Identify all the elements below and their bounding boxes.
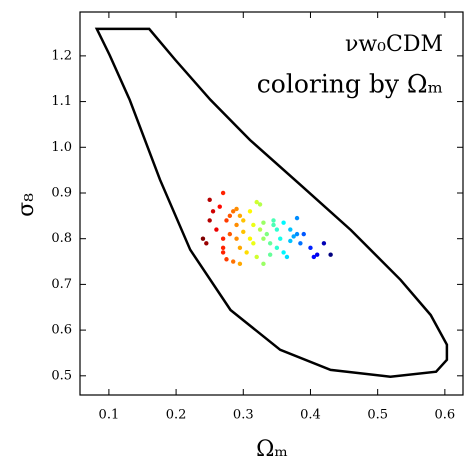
point [321,241,327,246]
x-axis-label: Ωₘ [256,437,288,462]
point [220,250,226,255]
point [224,257,229,262]
point [301,231,306,237]
point [234,236,239,241]
contour-line [94,27,449,378]
x-tick-label: 0.5 [367,408,388,423]
point [288,227,293,232]
point [281,250,286,255]
point [267,252,273,257]
point [281,220,286,225]
point [244,250,249,255]
point [207,218,212,223]
point [227,213,233,219]
point [271,218,276,223]
y-tick-label: 0.6 [51,323,72,338]
y-tick-label: 1.2 [51,48,72,63]
y-tick-label: 0.8 [51,231,72,246]
y-tick-label: 1.0 [51,140,72,155]
y-tick-label: 0.5 [51,368,72,383]
point [257,227,263,232]
point [231,259,236,264]
point [298,241,303,246]
point [308,245,313,251]
point [261,261,266,267]
point [274,227,280,232]
x-tick-label: 0.1 [99,408,120,423]
point [241,229,246,235]
point [220,236,226,241]
y-tick-label: 0.7 [51,277,72,292]
point [214,227,219,232]
point [241,218,246,223]
x-tick-label: 0.6 [435,408,456,423]
y-axis-label: σ₈ [14,193,39,217]
point [271,222,276,228]
point [237,245,243,251]
point [251,241,256,246]
point [294,231,300,237]
x-tick-label: 0.4 [300,408,321,423]
point [294,215,300,221]
point [200,236,206,241]
point [314,252,320,257]
plot-frame [79,11,464,396]
point [247,236,253,241]
chart-title: νw₀CDM [345,32,443,57]
point [257,202,263,207]
x-tick-label: 0.3 [233,408,254,423]
y-tick-label: 1.1 [51,94,72,109]
point [224,218,229,223]
chart-subtitle: coloring by Ωₘ [257,70,443,99]
point [264,231,269,237]
point [288,238,293,244]
point [210,209,216,214]
point [220,190,226,196]
point [254,254,259,260]
point [220,245,226,251]
x-tick-label: 0.2 [166,408,187,423]
point [207,197,212,203]
point [231,209,236,214]
point [261,236,266,241]
point [204,241,209,246]
point [267,241,273,246]
point [278,236,283,241]
point [291,234,296,239]
point [284,254,290,260]
point [311,254,317,260]
point [261,220,266,225]
point [234,222,239,228]
point [227,231,233,237]
point [237,261,243,267]
point [251,222,256,228]
point [254,199,259,205]
y-tick-label: 0.9 [51,185,72,200]
point [234,206,239,212]
point [274,245,280,251]
point [247,209,253,214]
point [217,204,222,209]
point [328,252,333,257]
point [237,213,243,219]
